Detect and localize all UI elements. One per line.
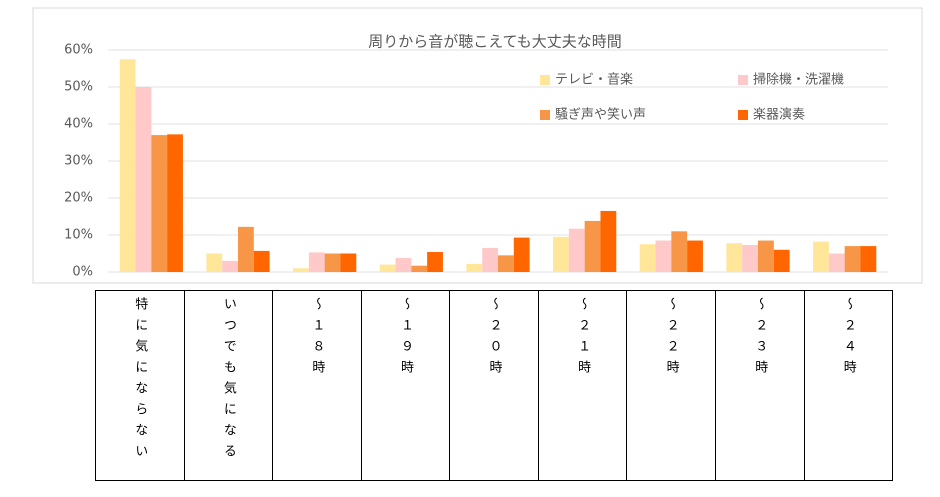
y-tick-label: 40% <box>64 117 93 132</box>
x-tick-label: 〜２０時 <box>486 297 502 381</box>
bar <box>379 264 396 272</box>
legend-swatch <box>738 110 748 120</box>
bar <box>395 257 412 272</box>
x-tick-label: 〜２１時 <box>575 297 591 381</box>
bar <box>742 244 758 272</box>
bar <box>860 246 877 272</box>
bar <box>773 249 790 272</box>
bar <box>726 243 743 272</box>
y-tick-label: 20% <box>64 191 93 206</box>
bar <box>671 231 688 272</box>
bar <box>482 247 498 272</box>
bar <box>427 252 443 272</box>
bar <box>553 236 569 272</box>
bar <box>324 253 341 272</box>
category-cell: 〜２２時 <box>627 291 716 480</box>
y-tick-label: 10% <box>64 228 93 243</box>
legend-label: 騒ぎ声や笑い声 <box>555 107 646 123</box>
y-tick-label: 0% <box>72 265 93 280</box>
y-tick-label: 30% <box>64 154 93 169</box>
bar <box>238 226 254 272</box>
bar <box>293 268 309 272</box>
x-tick-label: 〜２４時 <box>840 297 856 381</box>
bar <box>513 237 530 272</box>
bar <box>498 255 514 272</box>
category-cell: 〜２０時 <box>450 291 539 480</box>
bar <box>308 252 325 272</box>
bar <box>167 134 183 272</box>
x-tick-label: 〜２２時 <box>663 297 679 381</box>
category-cell: 〜２３時 <box>716 291 805 480</box>
chart-title: 周りから音が聴こえても大丈夫な時間 <box>368 33 622 51</box>
category-cell: 〜１８時 <box>273 291 362 480</box>
category-cell: いつでも気になる <box>185 291 274 480</box>
bar <box>340 253 357 272</box>
bar <box>828 253 845 272</box>
x-tick-label: 〜１９時 <box>397 297 413 381</box>
bar <box>568 228 585 272</box>
bar <box>655 240 672 272</box>
bar <box>466 263 483 272</box>
bar <box>119 59 136 272</box>
bar <box>584 220 601 272</box>
bar <box>687 240 703 272</box>
category-cell: 〜１９時 <box>362 291 451 480</box>
chart: 周りから音が聴こえても大丈夫な時間 0% 10% 20% 30% 40% 50% 60% テレ… <box>32 7 923 284</box>
bar <box>600 210 617 272</box>
bar <box>639 244 656 272</box>
x-tick-label: 〜２３時 <box>752 297 768 381</box>
bar <box>222 260 238 272</box>
x-tick-label: いつでも気になる <box>220 297 236 465</box>
x-tick-label: 特に気にならない <box>132 297 148 465</box>
legend-swatch <box>540 110 550 120</box>
bar <box>844 246 861 272</box>
bar <box>813 241 829 272</box>
category-cell: 〜２４時 <box>805 291 893 480</box>
bar <box>151 135 168 272</box>
x-tick-label: 〜１８時 <box>309 297 325 381</box>
bar <box>758 240 774 272</box>
bar <box>206 253 223 272</box>
legend-label: テレビ・音楽 <box>555 72 633 88</box>
legend-swatch <box>738 75 748 85</box>
y-tick-label: 50% <box>64 80 93 95</box>
legend-label: 掃除機・洗濯機 <box>753 72 844 88</box>
y-tick-label: 60% <box>64 43 93 58</box>
bar <box>411 265 428 272</box>
legend-label: 楽器演奏 <box>753 107 805 123</box>
category-table: 特に気にならない いつでも気になる 〜１８時 〜１９時 〜２０時 〜２１時 〜２２時 〜２３時… <box>95 290 893 481</box>
bar <box>135 87 152 272</box>
category-cell: 〜２１時 <box>539 291 628 480</box>
category-cell: 特に気にならない <box>96 291 185 480</box>
legend-swatch <box>540 75 550 85</box>
bar <box>253 250 270 272</box>
